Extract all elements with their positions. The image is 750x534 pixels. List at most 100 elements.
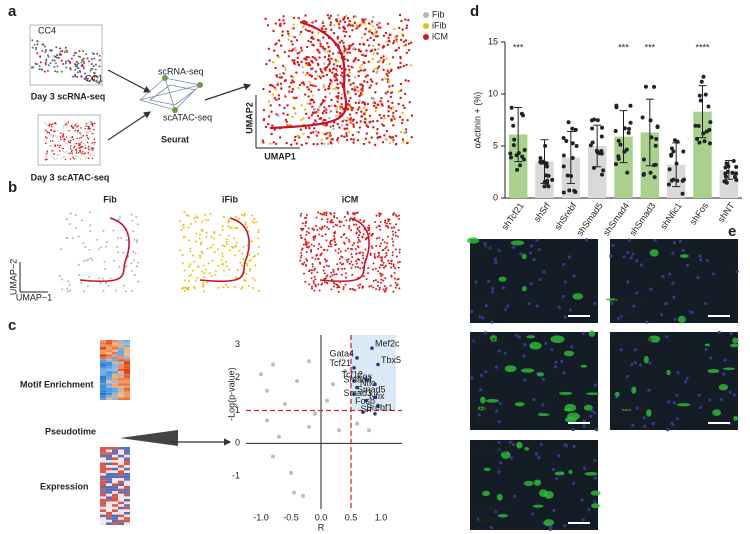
nucleus (532, 257, 536, 262)
cell-dot (363, 121, 367, 124)
cell-dot (352, 15, 356, 18)
cell-dot (388, 85, 391, 88)
cell-dot (68, 222, 71, 225)
cell-dot (188, 275, 191, 278)
heat-cell (100, 361, 106, 364)
cell-dot (320, 246, 323, 249)
heat-cell (100, 517, 106, 520)
cell-dot (330, 28, 333, 32)
cell (584, 471, 598, 476)
replicate-dot (522, 157, 527, 162)
nucleus (732, 393, 736, 397)
cell-dot (317, 243, 320, 246)
cell-dot (346, 247, 349, 250)
cell-dot (312, 236, 315, 239)
heat-cell (118, 342, 124, 345)
cell-dot (386, 74, 389, 77)
cell-dot (327, 131, 330, 135)
cell-dot (398, 287, 401, 290)
cell-dot (385, 57, 388, 60)
cell-dot (59, 54, 62, 57)
cell-dot (392, 290, 395, 293)
cell-dot (354, 15, 358, 18)
cell-dot (327, 45, 330, 49)
cell-dot (330, 80, 333, 83)
cell-dot (82, 60, 85, 63)
cell-dot (353, 58, 357, 61)
cell-dot (257, 228, 260, 231)
cell-dot (304, 112, 308, 116)
cell-dot (353, 89, 356, 92)
heat-cell (112, 509, 118, 512)
cell-dot (405, 24, 409, 27)
replicate-dot (614, 103, 619, 108)
heat-cell (106, 344, 112, 348)
cell-dot (241, 252, 244, 255)
cell-dot (277, 94, 281, 97)
heat-cell (100, 452, 106, 455)
replicate-dot (599, 151, 604, 156)
cell-dot (120, 237, 123, 240)
cell-dot (311, 31, 314, 34)
heat-cell (112, 504, 118, 507)
cell-dot (361, 92, 364, 96)
cell-dot (75, 155, 77, 157)
nucleus (552, 508, 556, 512)
cell (485, 399, 499, 403)
cell-dot (372, 279, 375, 282)
heat-cell (118, 501, 124, 505)
cell-dot (56, 154, 59, 157)
cell-dot (39, 61, 42, 64)
gene-point (355, 356, 359, 360)
stain-label: DAPI (614, 308, 635, 318)
cell-dot (62, 150, 64, 153)
cell-dot (96, 81, 99, 84)
cell-dot (90, 149, 92, 151)
cell-dot (353, 76, 357, 79)
cell-dot (307, 241, 310, 244)
cell-dot (68, 289, 71, 292)
cell-dot (250, 214, 253, 217)
cell-dot (349, 97, 352, 100)
cell-dot (45, 155, 48, 157)
cell-dot (252, 286, 255, 289)
cell-dot (137, 280, 140, 283)
cell-dot (312, 37, 315, 41)
cell-dot (246, 226, 249, 229)
cell-dot (306, 71, 309, 75)
cell-dot (73, 146, 75, 149)
cell-dot (367, 229, 370, 232)
cell-dot (198, 254, 201, 257)
cell-dot (206, 247, 209, 250)
heat-cell (106, 392, 112, 396)
cell-dot (53, 59, 56, 62)
cell-dot (230, 226, 233, 229)
cell-dot (63, 140, 65, 142)
cell-dot (337, 141, 340, 144)
heat-cell (106, 475, 112, 479)
nucleus (544, 341, 548, 345)
point (271, 362, 275, 367)
cell-dot (341, 267, 344, 270)
cell-dot (275, 98, 278, 102)
cell-dot (281, 34, 284, 37)
nucleus (532, 397, 536, 402)
cell-dot (379, 220, 382, 223)
cell-dot (189, 250, 192, 253)
cell-dot (314, 258, 317, 261)
cell-dot (407, 18, 410, 22)
cell-dot (323, 55, 327, 59)
cell-dot (377, 284, 380, 287)
cell-dot (271, 93, 275, 96)
cell-dot (357, 70, 360, 73)
cell-dot (388, 218, 391, 221)
cell-dot (296, 56, 299, 60)
cell-dot (401, 32, 404, 36)
heat-cell (118, 488, 124, 492)
title: iFib (222, 194, 238, 204)
cell-dot (371, 25, 375, 28)
arrow (107, 69, 152, 93)
cell-dot (410, 64, 413, 67)
heat-cell (106, 517, 112, 520)
cell-dot (357, 89, 361, 93)
